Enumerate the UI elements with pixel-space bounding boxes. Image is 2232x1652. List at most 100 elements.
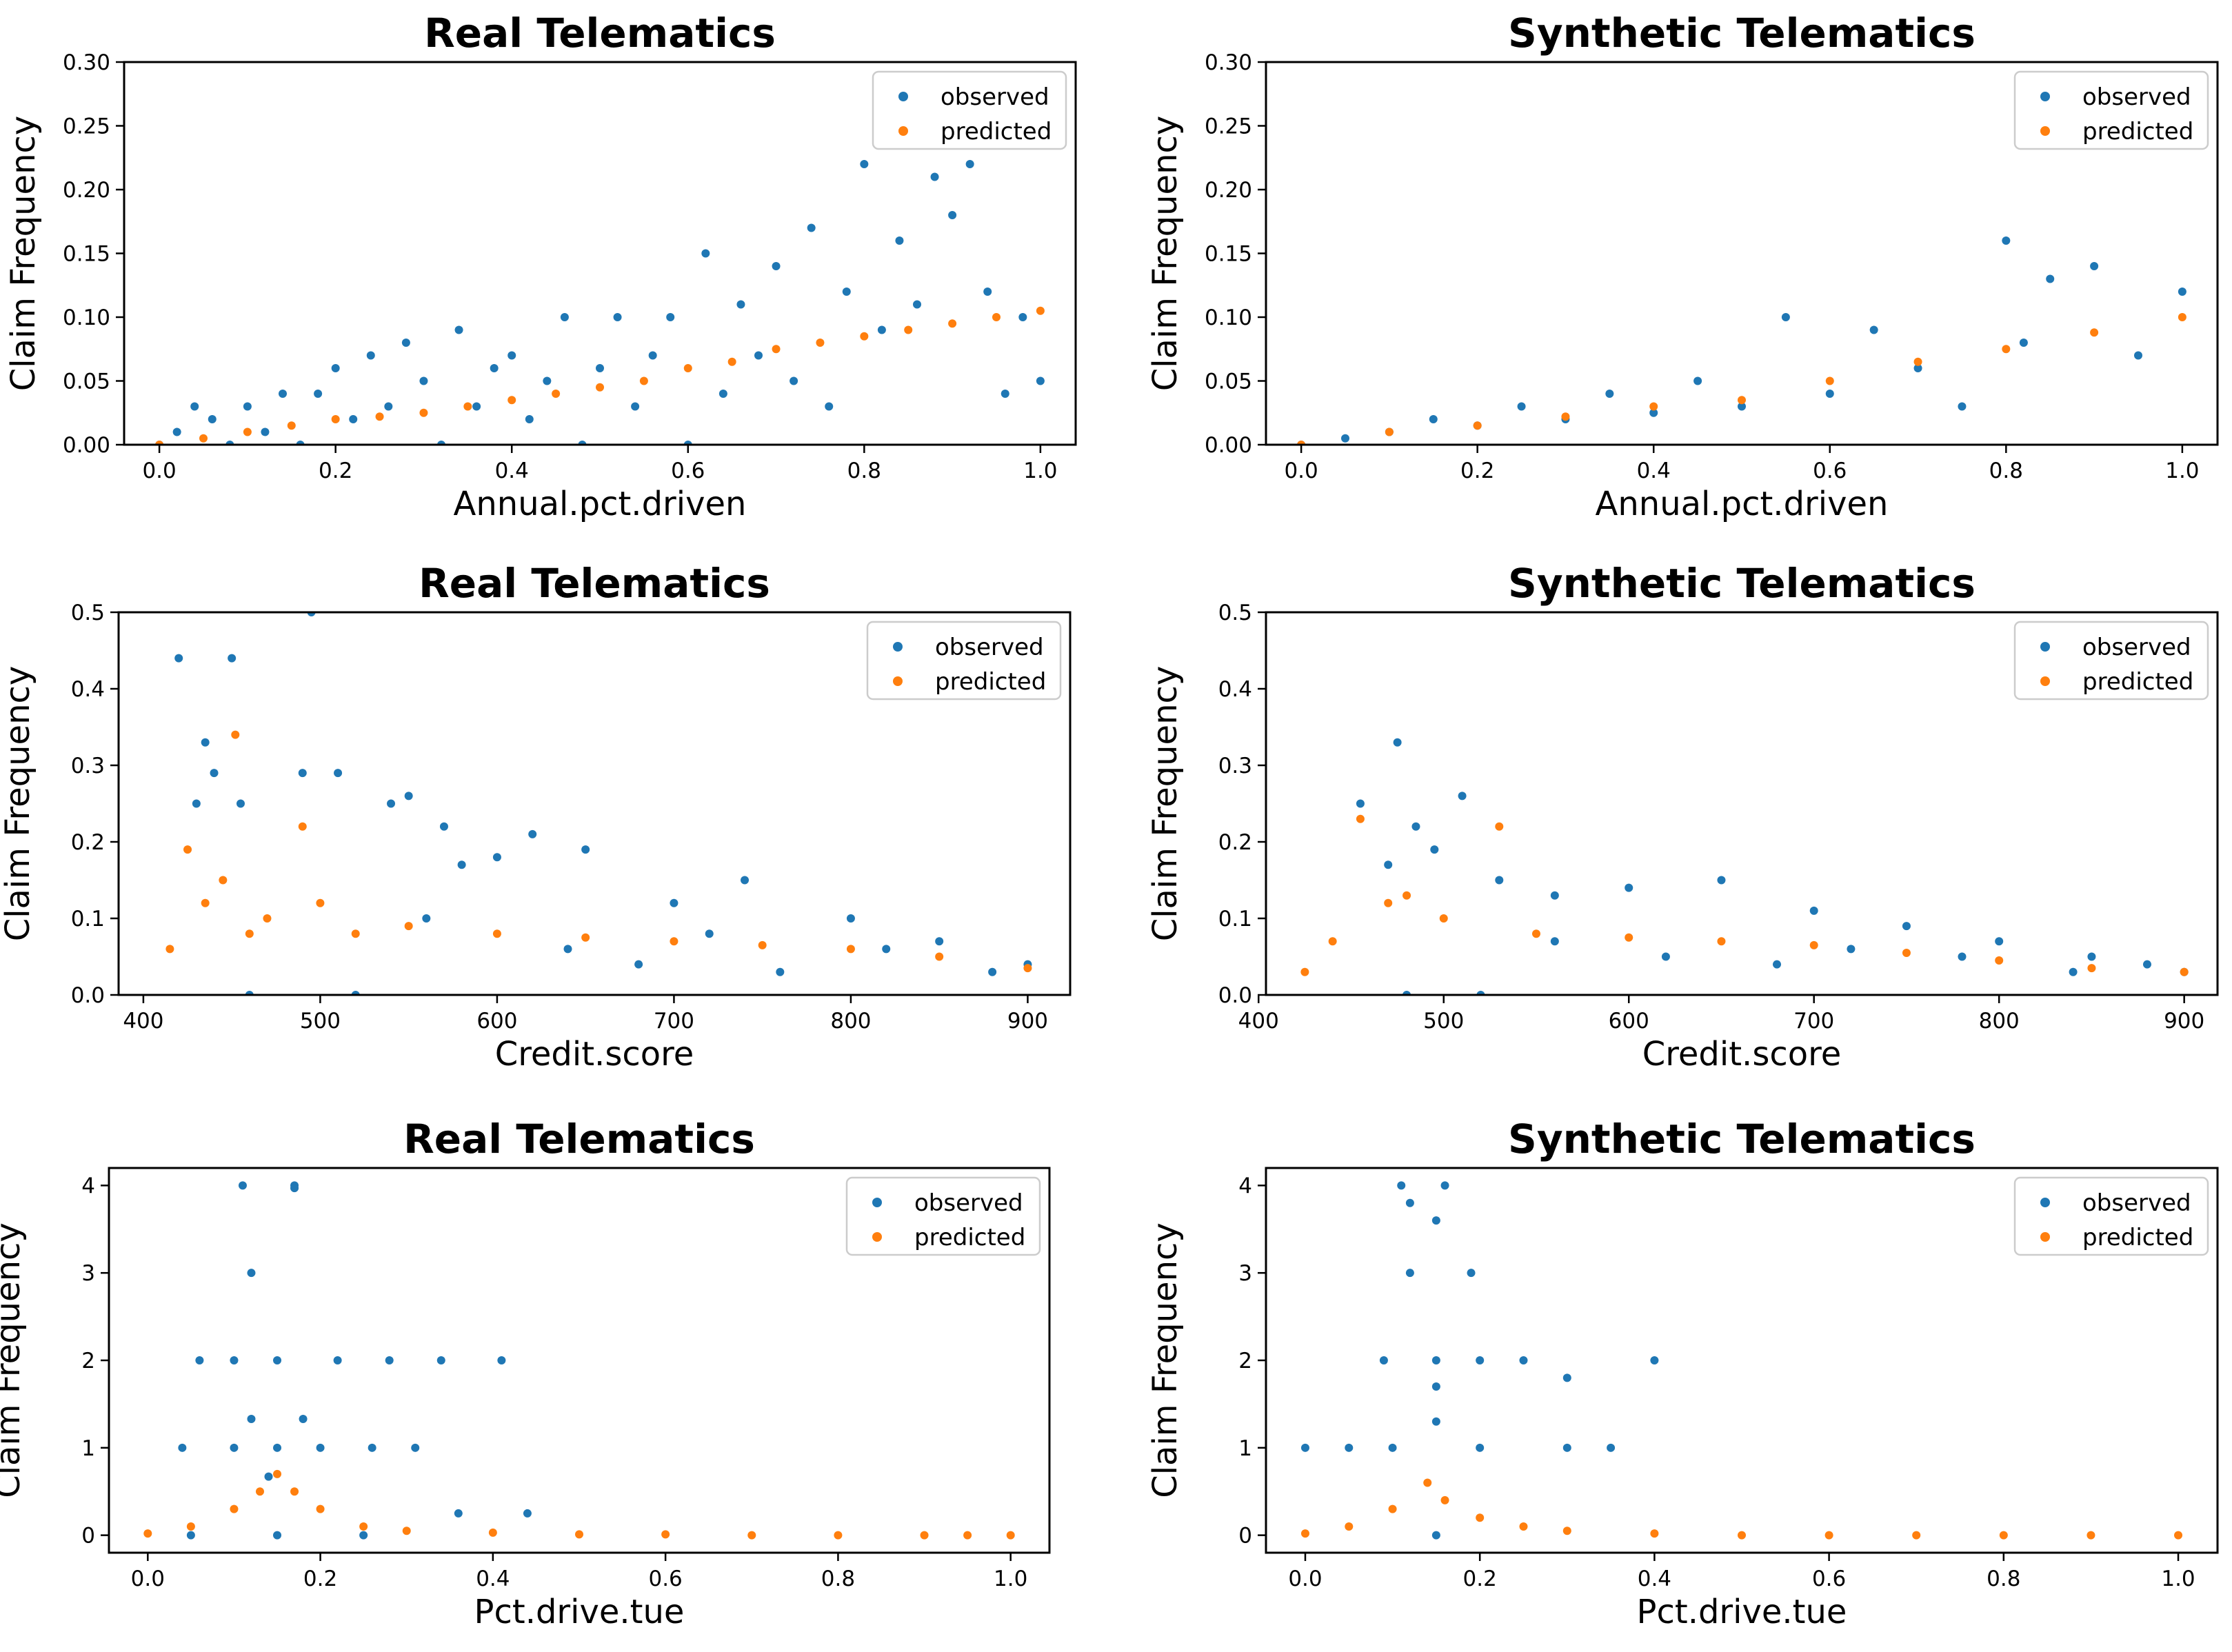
observed-point bbox=[790, 376, 798, 385]
observed-point bbox=[507, 351, 516, 360]
predicted-point bbox=[273, 1469, 282, 1478]
observed-point bbox=[776, 967, 785, 976]
x-tick-label: 900 bbox=[2164, 1009, 2204, 1034]
legend-marker-predicted bbox=[893, 676, 903, 686]
x-tick-label: 0.4 bbox=[1638, 1567, 1671, 1591]
observed-point bbox=[1431, 1417, 1440, 1426]
predicted-point bbox=[1913, 357, 1922, 366]
x-tick-label: 0.8 bbox=[1987, 1567, 2020, 1591]
predicted-point bbox=[860, 332, 869, 341]
observed-point bbox=[1958, 402, 1967, 411]
predicted-point bbox=[290, 1487, 299, 1496]
x-tick-label: 0.6 bbox=[648, 1567, 682, 1591]
observed-point bbox=[1476, 1443, 1485, 1452]
observed-point bbox=[186, 1531, 195, 1540]
series-predicted bbox=[143, 1469, 1015, 1540]
chart-title: Synthetic Telematics bbox=[1508, 10, 1975, 57]
predicted-point bbox=[1006, 1531, 1015, 1540]
y-tick-label: 0.5 bbox=[1218, 601, 1252, 625]
predicted-point bbox=[1402, 891, 1411, 900]
series-observed bbox=[1297, 236, 2186, 445]
x-tick-label: 0.0 bbox=[1284, 459, 1318, 483]
observed-point bbox=[1300, 1443, 1309, 1452]
y-tick-label: 0.3 bbox=[1218, 754, 1252, 778]
observed-point bbox=[1902, 922, 1911, 931]
observed-point bbox=[210, 769, 219, 778]
y-tick-label: 0.4 bbox=[1218, 677, 1252, 702]
legend: observed predicted bbox=[2013, 621, 2209, 701]
predicted-point bbox=[1649, 402, 1658, 411]
y-tick-label: 0 bbox=[81, 1524, 95, 1549]
predicted-point bbox=[846, 945, 855, 954]
x-tick-label: 900 bbox=[1007, 1009, 1048, 1034]
observed-point bbox=[1781, 313, 1790, 321]
observed-point bbox=[316, 1443, 325, 1452]
subplot-3: Real Telematics Claim Frequency Credit.sco… bbox=[0, 560, 1072, 1074]
observed-point bbox=[264, 1472, 273, 1481]
predicted-point bbox=[201, 898, 210, 907]
predicted-point bbox=[552, 390, 561, 398]
series-predicted bbox=[155, 306, 1045, 445]
predicted-point bbox=[1345, 1522, 1354, 1531]
observed-point bbox=[670, 898, 678, 907]
observed-point bbox=[948, 211, 957, 219]
observed-point bbox=[613, 313, 622, 321]
x-tick-label: 0.2 bbox=[1460, 459, 1494, 483]
x-axis-label: Credit.score bbox=[1642, 1035, 1842, 1074]
predicted-point bbox=[243, 427, 252, 436]
y-axis-label: Claim Frequency bbox=[0, 1222, 28, 1498]
predicted-point bbox=[1423, 1478, 1432, 1487]
observed-point bbox=[404, 792, 413, 800]
predicted-point bbox=[1519, 1522, 1528, 1531]
observed-point bbox=[201, 738, 210, 747]
observed-point bbox=[895, 236, 904, 245]
predicted-point bbox=[1531, 929, 1540, 938]
y-tick-label: 0.00 bbox=[1205, 433, 1252, 458]
y-tick-label: 0.30 bbox=[63, 50, 110, 75]
y-tick-label: 0.15 bbox=[63, 242, 110, 267]
predicted-point bbox=[1473, 421, 1482, 430]
observed-point bbox=[563, 945, 572, 954]
subplot-5: Real Telematics Claim Frequency Pct.drive.… bbox=[0, 1116, 1051, 1631]
observed-point bbox=[230, 1443, 239, 1452]
predicted-point bbox=[231, 730, 240, 739]
predicted-point bbox=[1476, 1513, 1485, 1522]
legend-marker-observed bbox=[2040, 642, 2050, 652]
predicted-point bbox=[230, 1504, 239, 1513]
predicted-point bbox=[661, 1530, 670, 1539]
x-tick-label: 0.6 bbox=[671, 459, 705, 483]
y-tick-label: 1 bbox=[81, 1436, 95, 1461]
y-tick-label: 0.10 bbox=[63, 305, 110, 330]
observed-point bbox=[913, 300, 921, 309]
y-tick-label: 0.2 bbox=[1218, 830, 1252, 855]
x-axis-label: Annual.pct.driven bbox=[1596, 485, 1889, 523]
x-tick-label: 800 bbox=[830, 1009, 871, 1034]
x-tick-label: 800 bbox=[1979, 1009, 2020, 1034]
observed-point bbox=[634, 960, 643, 969]
predicted-point bbox=[1625, 933, 1633, 942]
y-tick-label: 0.05 bbox=[1205, 370, 1252, 394]
observed-point bbox=[454, 325, 463, 334]
subplot-2: Synthetic Telematics Claim Frequency Annua… bbox=[1146, 10, 2219, 523]
observed-point bbox=[1345, 1443, 1354, 1452]
observed-point bbox=[1562, 1443, 1571, 1452]
observed-point bbox=[988, 967, 997, 976]
observed-point bbox=[1869, 325, 1878, 334]
predicted-point bbox=[186, 1522, 195, 1531]
predicted-point bbox=[331, 415, 340, 423]
y-tick-label: 0.1 bbox=[1218, 907, 1252, 931]
legend-label-predicted: predicted bbox=[2082, 668, 2193, 696]
predicted-point bbox=[1738, 1531, 1746, 1540]
observed-point bbox=[1550, 937, 1559, 946]
predicted-point bbox=[463, 402, 472, 411]
legend-marker-observed bbox=[893, 642, 903, 652]
y-tick-label: 0.20 bbox=[63, 178, 110, 203]
observed-point bbox=[736, 300, 745, 309]
legend-label-observed: observed bbox=[935, 634, 1044, 661]
y-tick-label: 0.1 bbox=[71, 907, 105, 931]
y-tick-label: 0.4 bbox=[71, 677, 105, 702]
predicted-point bbox=[488, 1528, 497, 1537]
observed-point bbox=[930, 172, 939, 181]
